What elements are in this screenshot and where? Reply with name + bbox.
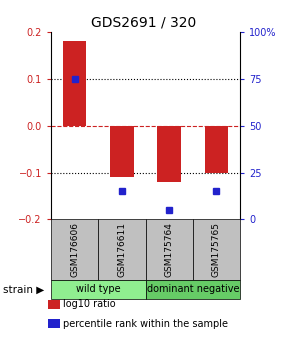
Text: log10 ratio: log10 ratio [63,299,116,309]
Bar [110,126,134,177]
Text: wild type: wild type [76,284,121,295]
Bar [157,126,181,182]
Text: percentile rank within the sample: percentile rank within the sample [63,319,228,329]
Text: strain ▶: strain ▶ [3,284,44,295]
Text: GSM176606: GSM176606 [70,222,79,277]
Text: GSM175764: GSM175764 [165,222,174,277]
Text: dominant negative: dominant negative [146,284,239,295]
Text: GSM175765: GSM175765 [212,222,221,277]
Bar [63,41,86,126]
Text: GSM176611: GSM176611 [117,222,126,277]
Bar [205,126,228,173]
Text: GDS2691 / 320: GDS2691 / 320 [92,16,196,30]
